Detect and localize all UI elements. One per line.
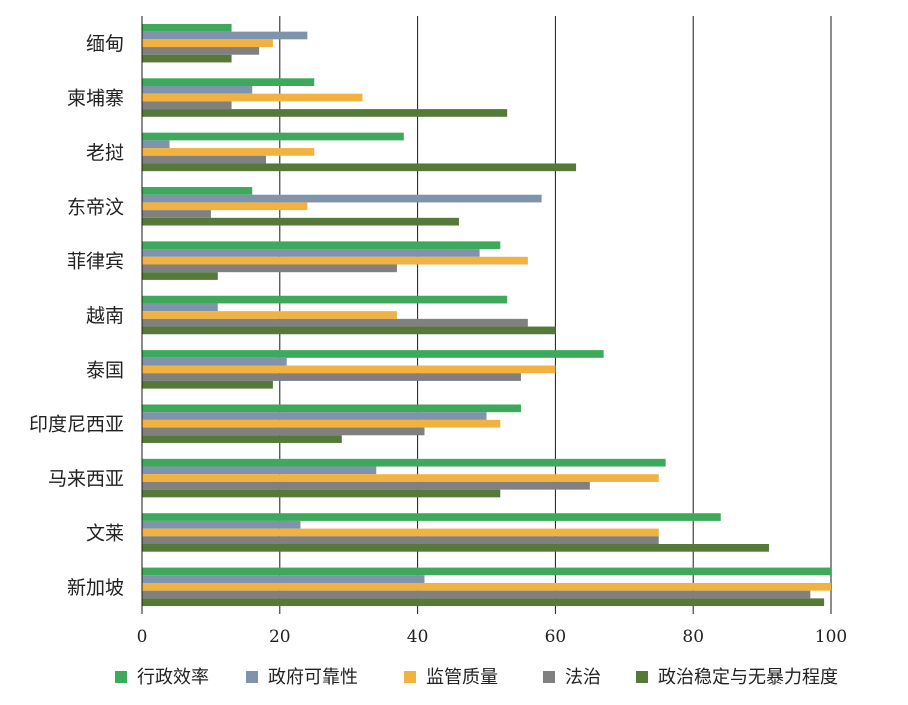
bar-1-series-2 — [142, 31, 308, 40]
category-label: 文莱 — [86, 522, 124, 544]
bar-10-series-1 — [142, 513, 721, 521]
category-label: 菲律宾 — [67, 251, 124, 273]
bar-5-series-4 — [142, 264, 397, 273]
category-label: 老挝 — [86, 142, 124, 164]
category-label: 马来西亚 — [48, 468, 124, 490]
bar-9-series-5 — [142, 489, 501, 498]
bar-5-series-1 — [142, 241, 501, 250]
bar-7-series-1 — [142, 350, 604, 358]
legend-label: 监管质量 — [426, 667, 498, 688]
category-label: 新加坡 — [67, 577, 124, 599]
category-label: 越南 — [86, 305, 124, 327]
bar-3-series-2 — [142, 140, 170, 149]
bar-3-series-5 — [142, 163, 577, 172]
legend-swatch — [543, 671, 555, 683]
bar-1-series-5 — [142, 54, 232, 63]
legend-label: 政治稳定与无暴力程度 — [658, 667, 838, 688]
bar-6-series-2 — [142, 303, 218, 312]
bar-1-series-1 — [142, 23, 232, 32]
legend-label: 行政效率 — [137, 667, 209, 688]
bar-8-series-1 — [142, 404, 521, 413]
legend-item-2: 政府可靠性 — [246, 667, 358, 688]
bar-2-series-2 — [142, 85, 253, 94]
legend-item-5: 政治稳定与无暴力程度 — [636, 667, 838, 688]
legend-label: 政府可靠性 — [268, 667, 358, 688]
bar-4-series-5 — [142, 217, 459, 226]
bar-8-series-4 — [142, 427, 425, 436]
legend-label: 法治 — [565, 667, 601, 688]
bar-6-series-5 — [142, 326, 556, 335]
bar-6-series-3 — [142, 311, 397, 319]
bar-5-series-5 — [142, 272, 218, 280]
bars — [142, 23, 831, 607]
bar-7-series-2 — [142, 357, 287, 366]
bar-9-series-2 — [142, 466, 377, 475]
legend-item-3: 监管质量 — [404, 667, 498, 688]
bar-2-series-1 — [142, 78, 315, 86]
category-label: 缅甸 — [86, 33, 124, 55]
bar-4-series-3 — [142, 202, 308, 211]
category-label: 柬埔寨 — [67, 88, 124, 110]
bar-9-series-4 — [142, 481, 590, 490]
bar-3-series-1 — [142, 132, 404, 141]
legend-swatch — [636, 671, 648, 683]
legend-item-4: 法治 — [543, 667, 601, 688]
category-label: 印度尼西亚 — [29, 414, 124, 436]
bar-4-series-2 — [142, 194, 542, 203]
x-tick-label: 60 — [545, 627, 567, 647]
bar-10-series-2 — [142, 520, 301, 529]
bar-11-series-3 — [142, 582, 831, 591]
bar-9-series-1 — [142, 458, 666, 467]
bar-3-series-4 — [142, 155, 267, 164]
bar-11-series-1 — [142, 567, 831, 576]
bar-8-series-5 — [142, 435, 342, 443]
x-tick-labels: 0 20 40 60 80 100 — [137, 627, 848, 647]
bar-11-series-2 — [142, 575, 425, 583]
bar-1-series-3 — [142, 39, 273, 48]
bar-7-series-3 — [142, 365, 556, 374]
bar-10-series-4 — [142, 536, 659, 545]
bar-8-series-2 — [142, 412, 487, 420]
bar-10-series-3 — [142, 528, 659, 537]
x-tick-label: 20 — [269, 627, 291, 647]
legend-item-1: 行政效率 — [115, 667, 209, 688]
bar-7-series-4 — [142, 373, 521, 381]
x-tick-label: 100 — [815, 627, 847, 647]
legend: 行政效率 政府可靠性 监管质量 法治 政治稳定与无暴力程度 — [115, 667, 838, 688]
x-tick-label: 80 — [682, 627, 704, 647]
bar-2-series-5 — [142, 109, 508, 117]
legend-swatch — [404, 671, 416, 683]
bar-4-series-1 — [142, 187, 253, 195]
category-label: 泰国 — [86, 359, 124, 381]
category-label: 东帝汶 — [67, 196, 124, 218]
bar-5-series-2 — [142, 249, 480, 257]
bar-4-series-4 — [142, 210, 211, 218]
bar-6-series-4 — [142, 318, 528, 327]
legend-swatch — [115, 671, 127, 683]
bar-2-series-4 — [142, 101, 232, 110]
bar-5-series-3 — [142, 256, 528, 265]
bar-10-series-5 — [142, 544, 769, 552]
bar-6-series-1 — [142, 295, 508, 304]
bar-11-series-5 — [142, 598, 825, 607]
bar-9-series-3 — [142, 474, 659, 482]
bar-11-series-4 — [142, 590, 811, 599]
bar-1-series-4 — [142, 47, 260, 55]
x-tick-label: 40 — [407, 627, 429, 647]
bar-8-series-3 — [142, 419, 501, 428]
bar-2-series-3 — [142, 93, 363, 102]
x-tick-label: 0 — [137, 627, 148, 647]
bar-3-series-3 — [142, 148, 315, 156]
legend-swatch — [246, 671, 258, 683]
bar-7-series-5 — [142, 380, 273, 389]
